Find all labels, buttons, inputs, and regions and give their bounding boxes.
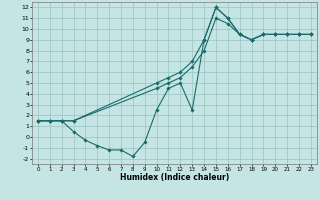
X-axis label: Humidex (Indice chaleur): Humidex (Indice chaleur)	[120, 173, 229, 182]
